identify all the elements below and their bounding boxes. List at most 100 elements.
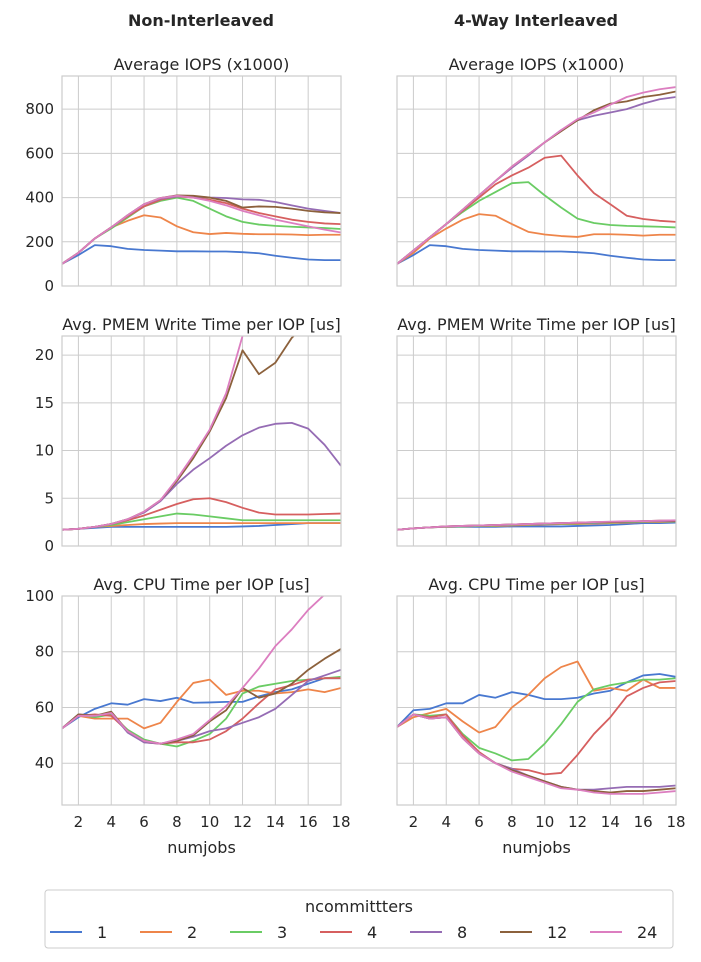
x-axis-label: numjobs <box>502 838 571 857</box>
x-axis-label: numjobs <box>167 838 236 857</box>
y-tick-label: 20 <box>35 346 54 364</box>
panel-pmem-non: Avg. PMEM Write Time per IOP [us] 0 5 10 15 2… <box>35 315 342 555</box>
series-line-4 <box>397 680 676 776</box>
legend-label: 3 <box>277 923 287 942</box>
legend-entry-12: 12 <box>500 923 567 942</box>
series-group <box>62 194 341 265</box>
series-line-2 <box>62 214 341 265</box>
x-tick-label: 6 <box>474 813 484 831</box>
y-tick-label: 80 <box>35 643 54 661</box>
plot-frame <box>396 595 677 806</box>
plot-frame <box>61 595 342 806</box>
x-tick-label: 14 <box>601 813 620 831</box>
panel-title-pmem-non: Avg. PMEM Write Time per IOP [us] <box>62 315 341 334</box>
y-tick-label: 100 <box>25 587 54 605</box>
x-tick-label: 18 <box>666 813 685 831</box>
x-tick-label: 10 <box>535 813 554 831</box>
series-line-12 <box>62 648 341 745</box>
legend-frame <box>44 889 674 949</box>
x-tick-label: 8 <box>172 813 182 831</box>
series-line-8 <box>62 195 341 265</box>
x-tick-label: 16 <box>299 813 318 831</box>
x-tick-label: 18 <box>331 813 350 831</box>
x-tick-label: 10 <box>200 813 219 831</box>
legend-entry-4: 4 <box>320 923 377 942</box>
legend-label: 24 <box>637 923 657 942</box>
x-tick-label: 6 <box>139 813 149 831</box>
panel-pmem-4way: Avg. PMEM Write Time per IOP [us] <box>396 315 677 547</box>
y-tick-label: 40 <box>35 754 54 772</box>
legend-label: 8 <box>457 923 467 942</box>
series-group <box>397 660 676 795</box>
series-line-12 <box>397 90 676 265</box>
panel-title-iops-non: Average IOPS (x1000) <box>114 55 290 74</box>
x-tick-label: 4 <box>441 813 451 831</box>
x-tick-label: 14 <box>266 813 285 831</box>
x-tick-label: 8 <box>507 813 517 831</box>
series-line-4 <box>397 154 676 265</box>
legend: ncommittters 1 2 3 4 8 12 24 <box>44 889 674 949</box>
legend-entries: 1 2 3 4 8 12 24 <box>50 923 657 942</box>
y-tick-label: 10 <box>35 442 54 460</box>
legend-label: 4 <box>367 923 377 942</box>
legend-title: ncommittters <box>305 897 413 916</box>
series-line-3 <box>397 677 676 762</box>
series-line-12 <box>62 336 295 531</box>
series-group <box>62 336 341 531</box>
series-line-8 <box>397 96 676 265</box>
column-title-non-interleaved: Non-Interleaved <box>128 11 274 30</box>
series-group <box>397 519 676 531</box>
legend-entry-1: 1 <box>50 923 107 942</box>
x-tick-label: 4 <box>106 813 116 831</box>
panel-cpu-4way: Avg. CPU Time per IOP [us] 2 4 6 8 10 12 14 16 18… <box>396 575 686 857</box>
series-line-1 <box>62 244 341 265</box>
series-line-24 <box>62 596 325 745</box>
legend-label: 2 <box>187 923 197 942</box>
series-line-24 <box>397 713 676 795</box>
chart-panels: Average IOPS (x1000)0200400600800Average… <box>25 55 686 857</box>
y-tick-label: 800 <box>25 100 54 118</box>
y-tick-label: 0 <box>44 277 54 295</box>
series-line-4 <box>62 677 341 745</box>
panel-iops-4way: Average IOPS (x1000) <box>396 55 677 287</box>
series-line-2 <box>397 660 676 734</box>
panel-title-cpu-non: Avg. CPU Time per IOP [us] <box>93 575 309 594</box>
series-line-24 <box>62 336 244 531</box>
panel-title-cpu-4way: Avg. CPU Time per IOP [us] <box>428 575 644 594</box>
legend-entry-2: 2 <box>140 923 197 942</box>
panel-title-pmem-4way: Avg. PMEM Write Time per IOP [us] <box>397 315 676 334</box>
series-line-24 <box>397 519 676 531</box>
x-tick-label: 2 <box>409 813 419 831</box>
panel-title-iops-4way: Average IOPS (x1000) <box>449 55 625 74</box>
y-tick-label: 60 <box>35 698 54 716</box>
legend-entry-8: 8 <box>410 923 467 942</box>
legend-label: 12 <box>547 923 567 942</box>
y-tick-label: 400 <box>25 189 54 207</box>
series-group <box>62 596 341 748</box>
panel-iops-non: Average IOPS (x1000) 0 200 400 600 800 <box>25 55 342 295</box>
x-tick-label: 12 <box>568 813 587 831</box>
x-tick-label: 2 <box>74 813 84 831</box>
legend-label: 1 <box>97 923 107 942</box>
x-tick-label: 12 <box>233 813 252 831</box>
plot-frame <box>396 335 677 547</box>
legend-entry-3: 3 <box>230 923 287 942</box>
series-line-24 <box>397 86 676 265</box>
series-line-2 <box>397 213 676 265</box>
series-line-24 <box>62 194 341 265</box>
x-tick-label: 16 <box>634 813 653 831</box>
column-title-4way-interleaved: 4-Way Interleaved <box>454 11 618 30</box>
plot-frame <box>396 75 677 287</box>
y-tick-label: 15 <box>35 394 54 412</box>
y-tick-label: 600 <box>25 144 54 162</box>
series-line-1 <box>397 244 676 265</box>
y-tick-label: 0 <box>44 537 54 555</box>
y-tick-label: 200 <box>25 233 54 251</box>
series-line-1 <box>62 677 341 730</box>
y-tick-label: 5 <box>44 489 54 507</box>
plot-frame <box>61 75 342 287</box>
plot-frame <box>61 335 342 547</box>
series-group <box>397 86 676 265</box>
